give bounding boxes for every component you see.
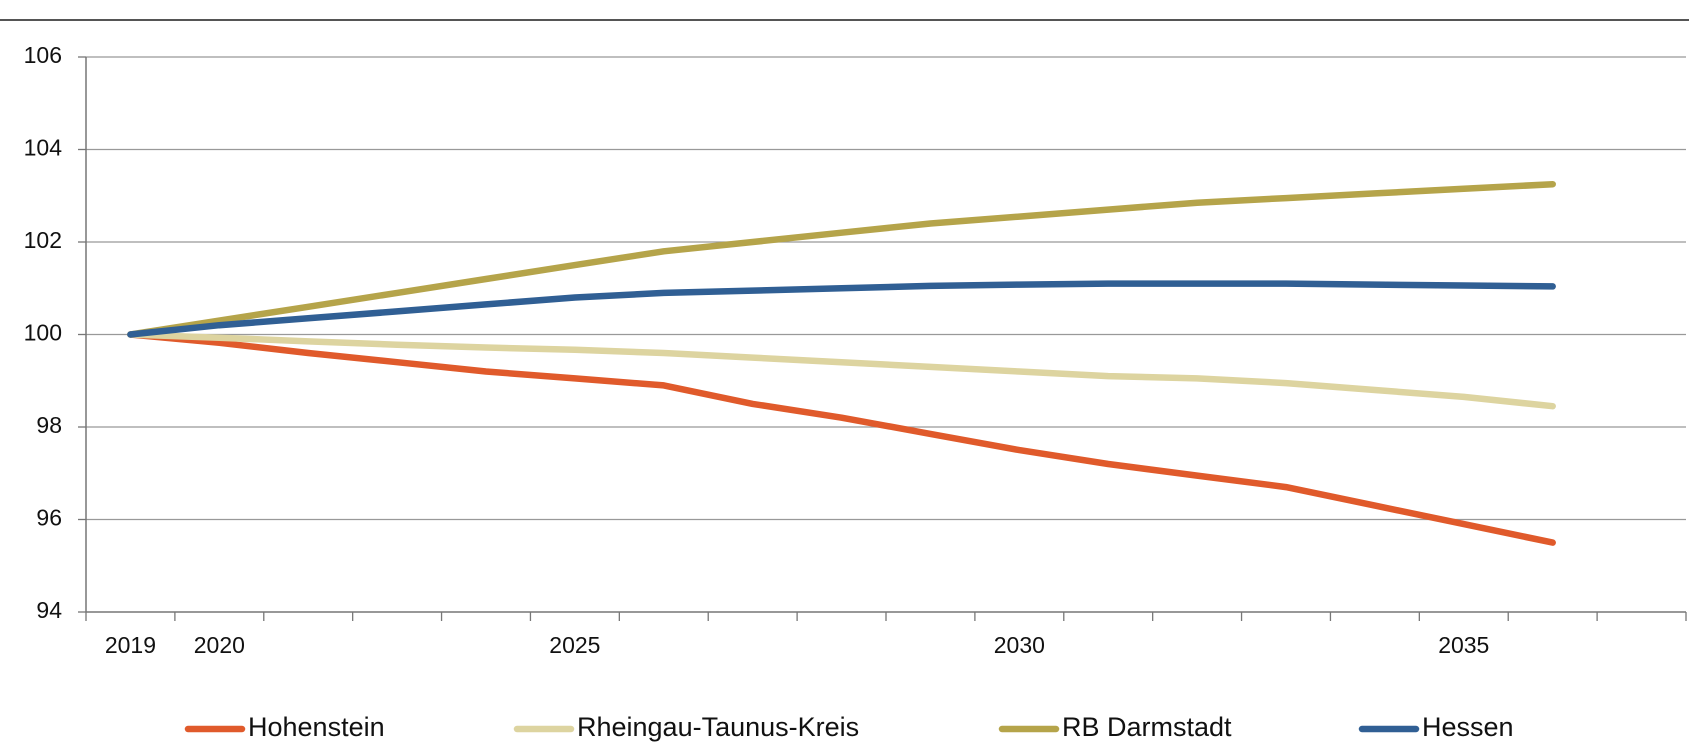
y-tick-label: 100: [24, 320, 62, 346]
series-line: [127, 331, 1556, 546]
series-line: [127, 331, 1556, 410]
x-tick-label: 2030: [994, 632, 1045, 658]
y-tick-label: 96: [36, 505, 62, 531]
legend-label: RB Darmstadt: [1062, 712, 1232, 742]
series-line: [127, 280, 1556, 338]
x-tick-label: 2020: [194, 632, 245, 658]
legend-label: Rheingau-Taunus-Kreis: [577, 712, 859, 742]
y-tick-label: 106: [24, 42, 62, 68]
y-tick-label: 104: [24, 135, 63, 161]
y-tick-label: 94: [36, 597, 62, 623]
y-tick-label: 102: [24, 227, 62, 253]
y-tick-label: 98: [36, 412, 62, 438]
x-tick-label: 2035: [1438, 632, 1489, 658]
x-tick-label: 2025: [549, 632, 600, 658]
series-line: [127, 180, 1556, 338]
legend-label: Hessen: [1422, 712, 1514, 742]
legend-label: Hohenstein: [248, 712, 385, 742]
x-tick-label: 2019: [105, 632, 156, 658]
